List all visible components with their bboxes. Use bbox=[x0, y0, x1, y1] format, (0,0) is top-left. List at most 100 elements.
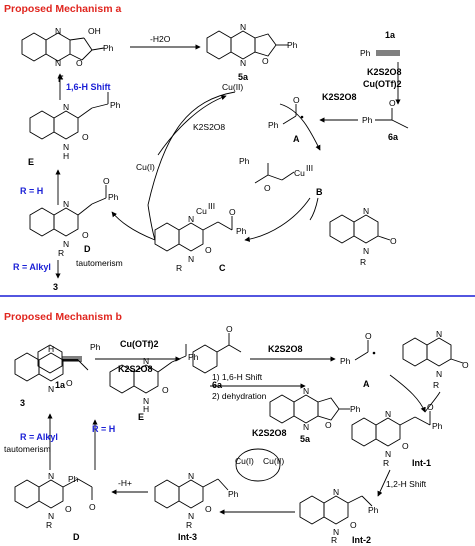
oh-label: OH bbox=[88, 26, 101, 36]
k2s2o8-label-a: K2S2O8 bbox=[367, 67, 402, 77]
label-3-b: 3 bbox=[20, 398, 25, 408]
svg-text:N: N bbox=[240, 22, 246, 32]
svg-text:O: O bbox=[325, 420, 332, 430]
cycle-arc-left bbox=[147, 91, 236, 206]
svg-text:N: N bbox=[188, 254, 194, 264]
ph-label-f: Ph bbox=[103, 43, 114, 53]
compound-b-structure bbox=[254, 163, 295, 184]
label-int2: Int-2 bbox=[352, 535, 371, 545]
cu-otf-label-b: Cu(OTf)2 bbox=[120, 339, 159, 349]
ph-label-int3: Ph bbox=[228, 489, 239, 499]
r-label-quinox-b: R bbox=[433, 380, 439, 390]
label-b: B bbox=[316, 187, 323, 197]
svg-text:N: N bbox=[48, 384, 54, 394]
label-a: A bbox=[293, 134, 300, 144]
k2s2o8-cycle-label: K2S2O8 bbox=[193, 122, 225, 132]
svg-text:N: N bbox=[55, 58, 61, 68]
ph-label-6a: Ph bbox=[362, 115, 373, 125]
svg-text:O: O bbox=[365, 331, 372, 341]
shift-label-a: 1,6-H Shift bbox=[66, 82, 111, 92]
h12-shift-label: 1,2-H Shift bbox=[386, 479, 427, 489]
svg-text:III: III bbox=[208, 201, 215, 211]
svg-text:N: N bbox=[143, 396, 149, 406]
svg-text:O: O bbox=[389, 98, 396, 108]
compound-c-structure bbox=[154, 216, 233, 252]
svg-text:O: O bbox=[390, 236, 397, 246]
quinoxalinone-structure-b bbox=[402, 337, 464, 367]
r-label-int3: R bbox=[186, 520, 192, 530]
ph-label-3-b: Ph bbox=[90, 342, 101, 352]
r-label-d: R bbox=[58, 248, 64, 258]
svg-text:O: O bbox=[350, 520, 357, 530]
compound-3-structure-b bbox=[14, 352, 89, 382]
acyl-radical-a bbox=[282, 104, 297, 125]
compound-e-structure-b bbox=[109, 344, 187, 394]
svg-text:O: O bbox=[76, 58, 83, 68]
svg-text:O: O bbox=[82, 230, 89, 240]
cu1-label-b: Cu(I) bbox=[235, 456, 254, 466]
svg-text:N: N bbox=[385, 409, 391, 419]
svg-text:O: O bbox=[264, 183, 271, 193]
ph-label-int2: Ph bbox=[368, 505, 379, 515]
label-3-a: 3 bbox=[53, 282, 58, 292]
svg-text:N: N bbox=[63, 142, 69, 152]
compound-d-structure-a bbox=[29, 185, 107, 237]
minus-h2o-label: -H2O bbox=[150, 34, 171, 44]
ph-label-5a-b: Ph bbox=[350, 404, 361, 414]
label-5a-b: 5a bbox=[300, 434, 311, 444]
cu2-label-b: Cu(II) bbox=[263, 456, 284, 466]
ph-label-d: Ph bbox=[108, 192, 119, 202]
svg-text:O: O bbox=[89, 502, 96, 512]
svg-text:N: N bbox=[333, 487, 339, 497]
phenylacetylene-structure bbox=[37, 344, 82, 374]
ph-label-c: Ph bbox=[236, 226, 247, 236]
tautomerism-label-a: tautomerism bbox=[76, 258, 123, 268]
arrow-to-int1 bbox=[389, 374, 426, 413]
svg-text:N: N bbox=[63, 239, 69, 249]
compound-5a-structure-b bbox=[269, 394, 350, 424]
svg-text:N: N bbox=[63, 199, 69, 209]
svg-text:N: N bbox=[63, 102, 69, 112]
r-h-label-b: R = H bbox=[92, 424, 115, 434]
label-d-b: D bbox=[73, 532, 80, 542]
cu1-label-a: Cu(I) bbox=[136, 162, 155, 172]
svg-text:N: N bbox=[436, 329, 442, 339]
label-f: F bbox=[58, 74, 64, 84]
int1-structure bbox=[351, 411, 431, 447]
compound-6a-structure bbox=[375, 108, 409, 129]
dehydration-label-b: 2) dehydration bbox=[212, 391, 267, 401]
r-label-quinox-a: R bbox=[360, 257, 366, 267]
svg-text:O: O bbox=[402, 441, 409, 451]
label-6a-b: 6a bbox=[212, 380, 223, 390]
label-e-a: E bbox=[28, 157, 34, 167]
label-5a: 5a bbox=[238, 72, 249, 82]
svg-text:N: N bbox=[363, 206, 369, 216]
cycle-arc-bottom bbox=[147, 204, 156, 241]
svg-text:N: N bbox=[143, 356, 149, 366]
cycle-arc-right bbox=[279, 103, 321, 151]
cu2-label-a: Cu(II) bbox=[222, 82, 243, 92]
svg-text:O: O bbox=[66, 378, 73, 388]
label-a-b: A bbox=[363, 379, 370, 389]
svg-text:N: N bbox=[188, 214, 194, 224]
acyl-radical-a-b bbox=[354, 340, 369, 361]
k2s2o8-label-b3: K2S2O8 bbox=[252, 428, 287, 438]
int2-structure bbox=[299, 495, 373, 525]
svg-text:N: N bbox=[303, 386, 309, 396]
svg-text:H: H bbox=[143, 404, 149, 414]
label-1a-b: 1a bbox=[55, 380, 66, 390]
shift-label-b: 1) 1,6-H Shift bbox=[212, 372, 263, 382]
label-int1: Int-1 bbox=[412, 458, 431, 468]
label-c: C bbox=[219, 263, 226, 273]
svg-text:N: N bbox=[303, 422, 309, 432]
cu-label-b: Cu bbox=[294, 168, 305, 178]
svg-text:N: N bbox=[240, 58, 246, 68]
k2s2o8-label-b1: K2S2O8 bbox=[118, 364, 153, 374]
svg-text:O: O bbox=[427, 402, 434, 412]
label-int3: Int-3 bbox=[178, 532, 197, 542]
cu-otf-label-a: Cu(OTf)2 bbox=[363, 79, 402, 89]
svg-text:O: O bbox=[226, 324, 233, 334]
k2s2o8-label-b: K2S2O8 bbox=[322, 92, 357, 102]
arrow-quinoxalinone-join bbox=[309, 197, 319, 221]
r-alkyl-label-b: R = Alkyl bbox=[20, 432, 58, 442]
